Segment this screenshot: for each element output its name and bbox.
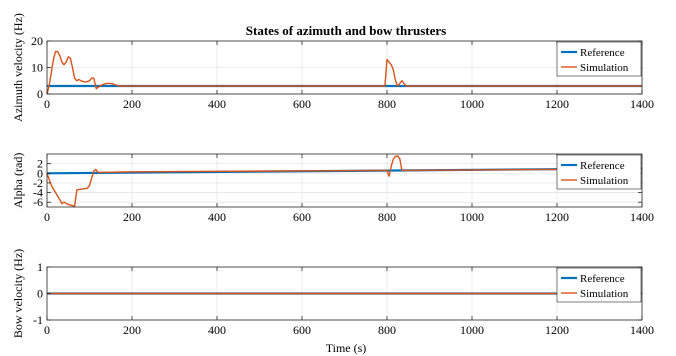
y-tick-label: 2 (37, 157, 43, 171)
x-tick-label: 600 (293, 97, 311, 111)
legend-label-simulation: Simulation (580, 175, 629, 187)
y-tick-label: 0 (37, 287, 43, 301)
x-tick-label: 1200 (545, 210, 569, 224)
legend-label-simulation: Simulation (580, 62, 629, 74)
x-tick-label: 0 (44, 97, 50, 111)
y-tick-label: 20 (31, 34, 43, 48)
legend-box (556, 267, 642, 303)
x-tick-label: 0 (44, 323, 50, 337)
x-tick-label: 200 (123, 210, 141, 224)
series-line-simulation (46, 50, 642, 95)
figure-title: States of azimuth and bow thrusters (246, 23, 446, 38)
legend: Reference Simulation (556, 267, 642, 303)
legend: Reference Simulation (556, 154, 642, 190)
y-tick-label: -2 (33, 176, 43, 190)
x-tick-label: 600 (293, 210, 311, 224)
legend: Reference Simulation (556, 41, 642, 77)
legend-label-reference: Reference (580, 273, 625, 285)
legend-label-reference: Reference (580, 160, 625, 172)
x-tick-label: 1000 (460, 97, 484, 111)
y-tick-label: -1 (33, 313, 43, 327)
x-tick-label: 400 (208, 97, 226, 111)
axes-box (46, 153, 643, 208)
x-axis-label: Time (s) (326, 341, 367, 355)
y-tick-label: 1 (37, 260, 43, 274)
x-tick-label: 800 (378, 323, 396, 337)
legend-box (556, 154, 642, 190)
legend-box (556, 41, 642, 77)
x-tick-label: 200 (123, 97, 141, 111)
x-tick-label: 1400 (630, 97, 654, 111)
x-tick-label: 600 (293, 323, 311, 337)
x-tick-label: 1000 (460, 210, 484, 224)
y-tick-label: 0 (37, 166, 43, 180)
x-tick-label: 400 (208, 323, 226, 337)
y-tick-label: 10 (31, 61, 43, 75)
y-axis-label: Azimuth velocity (Hz) (11, 13, 25, 122)
x-tick-label: 1400 (630, 210, 654, 224)
x-tick-label: 400 (208, 210, 226, 224)
legend-label-simulation: Simulation (580, 288, 629, 300)
x-tick-label: 1200 (545, 323, 569, 337)
x-tick-label: 1200 (545, 97, 569, 111)
x-tick-label: 0 (44, 210, 50, 224)
legend-label-reference: Reference (580, 47, 625, 59)
x-tick-label: 200 (123, 323, 141, 337)
y-tick-label: 0 (37, 87, 43, 101)
x-tick-label: 800 (378, 97, 396, 111)
x-tick-label: 1400 (630, 323, 654, 337)
series-line-simulation (46, 155, 643, 208)
y-axis-label: Alpha (rad) (11, 153, 25, 209)
y-axis-label: Bow velocity (Hz) (11, 249, 25, 338)
x-tick-label: 800 (378, 210, 396, 224)
x-tick-label: 1000 (460, 323, 484, 337)
y-tick-label: -6 (33, 195, 43, 209)
subplot-1: 0 200 400 600 800 1000 1200 1400 0 10 20 Azimuth ve… (11, 13, 654, 122)
y-tick-label: -4 (33, 186, 43, 200)
